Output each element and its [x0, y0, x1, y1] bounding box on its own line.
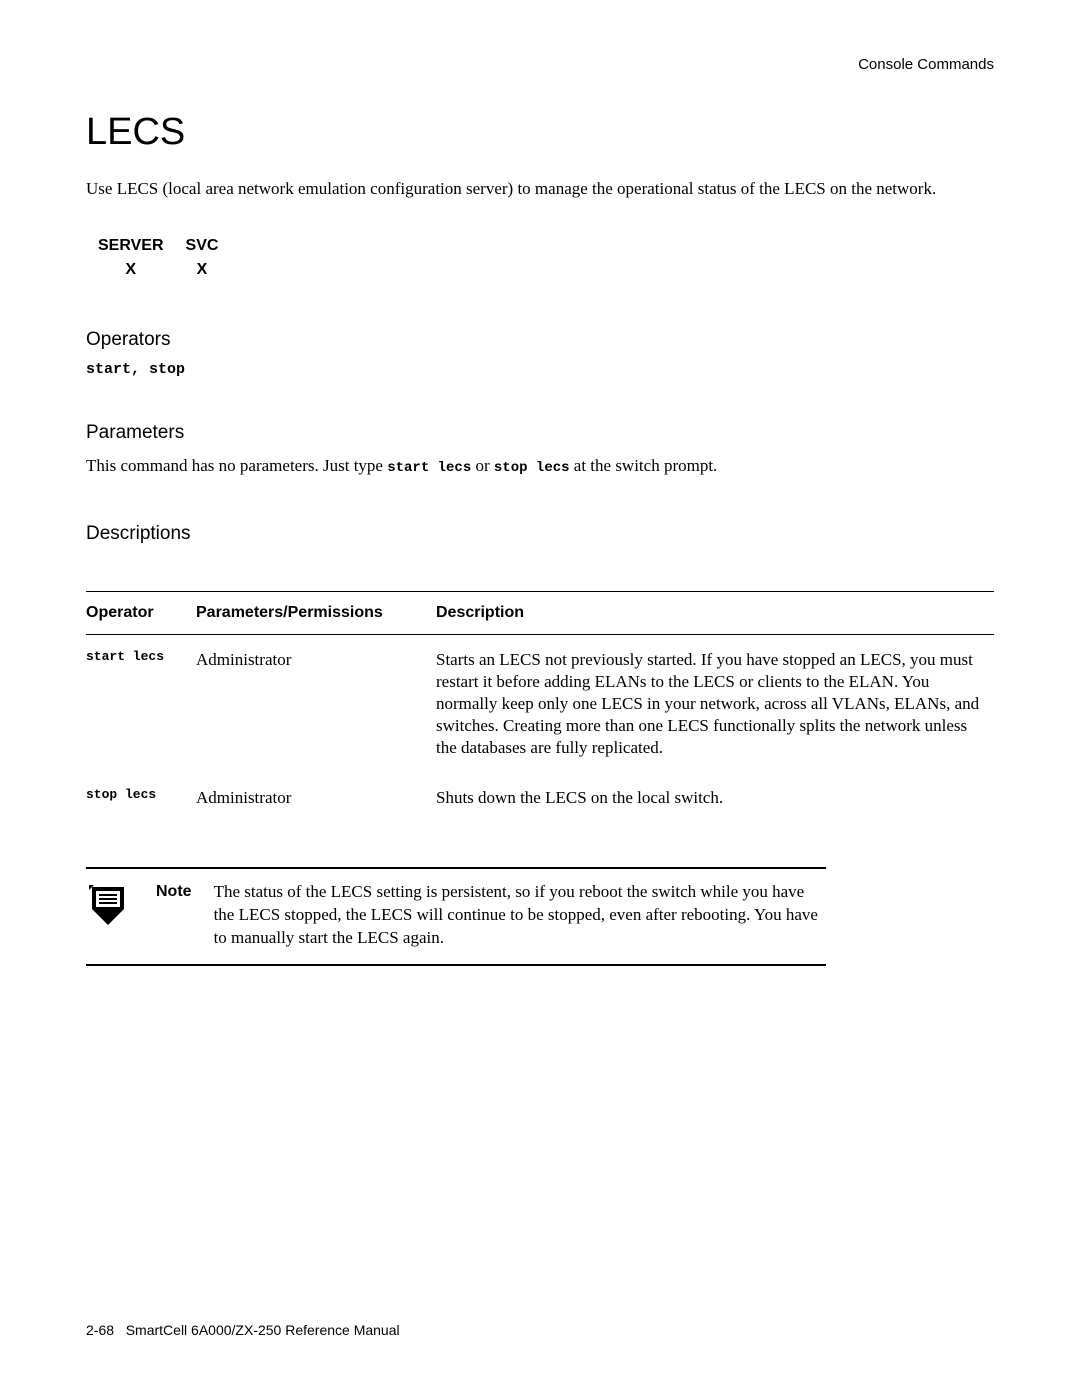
footer-pagenum: 2-68	[86, 1322, 114, 1338]
parameters-text: This command has no parameters. Just typ…	[86, 454, 994, 479]
parameters-section: Parameters This command has no parameter…	[86, 422, 994, 479]
operators-section: Operators start, stop	[86, 329, 994, 378]
header-section: Console Commands	[86, 56, 994, 73]
table-row: start lecs Administrator Starts an LECS …	[86, 634, 994, 773]
row0-perm: Administrator	[196, 634, 436, 773]
row1-operator: stop lecs	[86, 773, 196, 823]
desc-header-perm: Parameters/Permissions	[196, 591, 436, 634]
row1-perm: Administrator	[196, 773, 436, 823]
param-mid: or	[471, 456, 494, 475]
row1-desc: Shuts down the LECS on the local switch.	[436, 773, 994, 823]
footer-manual: SmartCell 6A000/ZX-250 Reference Manual	[126, 1322, 400, 1338]
param-suffix: at the switch prompt.	[570, 456, 718, 475]
svc-col-server: SERVER	[98, 235, 184, 257]
note-icon	[86, 885, 134, 934]
note-box: Note The status of the LECS setting is p…	[86, 867, 826, 966]
operators-text: start, stop	[86, 361, 994, 378]
operators-heading: Operators	[86, 329, 994, 351]
note-label: Note	[156, 883, 192, 901]
svc-val-svc: X	[186, 259, 239, 281]
row0-operator: start lecs	[86, 634, 196, 773]
row0-desc: Starts an LECS not previously started. I…	[436, 634, 994, 773]
desc-header-operator: Operator	[86, 591, 196, 634]
intro-paragraph: Use LECS (local area network emulation c…	[86, 178, 994, 201]
svc-val-server: X	[98, 259, 184, 281]
parameters-heading: Parameters	[86, 422, 994, 444]
param-cmd1: start lecs	[387, 460, 471, 476]
descriptions-heading: Descriptions	[86, 523, 994, 545]
note-text: The status of the LECS setting is persis…	[214, 881, 826, 950]
descriptions-table: Operator Parameters/Permissions Descript…	[86, 591, 994, 824]
table-row: stop lecs Administrator Shuts down the L…	[86, 773, 994, 823]
server-svc-table: SERVER SVC X X	[96, 233, 240, 283]
page-title: LECS	[86, 111, 994, 154]
page-footer: 2-68 SmartCell 6A000/ZX-250 Reference Ma…	[86, 1322, 400, 1338]
desc-header-desc: Description	[436, 591, 994, 634]
param-prefix: This command has no parameters. Just typ…	[86, 456, 387, 475]
param-cmd2: stop lecs	[494, 460, 570, 476]
page-content: Console Commands LECS Use LECS (local ar…	[86, 56, 994, 966]
svc-col-svc: SVC	[186, 235, 239, 257]
